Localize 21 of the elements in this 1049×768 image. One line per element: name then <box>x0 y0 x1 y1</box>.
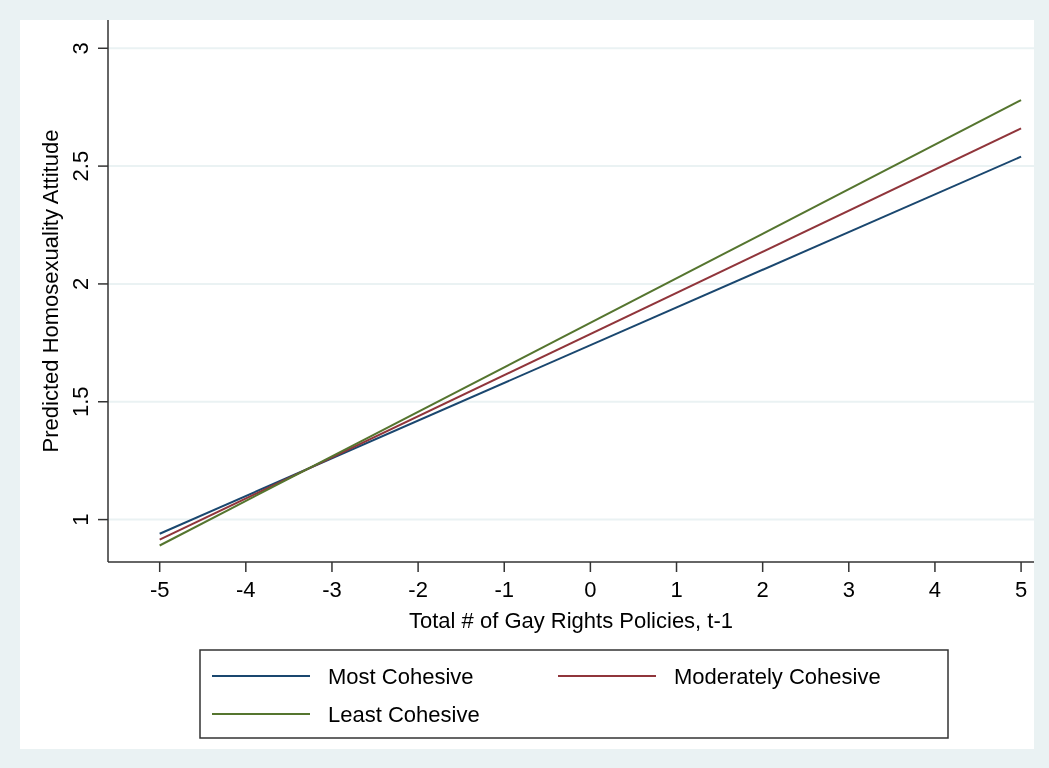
x-tick-label: -1 <box>494 577 515 602</box>
x-tick-label: 1 <box>670 577 683 602</box>
legend-label: Least Cohesive <box>328 702 480 727</box>
x-tick-label: -5 <box>149 577 170 602</box>
legend-label: Most Cohesive <box>328 664 474 689</box>
legend-label: Moderately Cohesive <box>674 664 881 689</box>
y-tick-label: 2 <box>68 277 93 291</box>
x-axis-title: Total # of Gay Rights Policies, t-1 <box>408 608 734 633</box>
x-tick-label: 2 <box>756 577 769 602</box>
y-tick-label: 3 <box>68 42 93 55</box>
y-tick-label: 1.5 <box>68 386 93 418</box>
x-tick-label: 5 <box>1014 577 1028 602</box>
x-tick-label: 4 <box>928 577 942 602</box>
y-tick-label: 2.5 <box>68 150 93 182</box>
y-tick-label: 1 <box>68 513 93 526</box>
x-tick-label: -4 <box>236 577 256 602</box>
x-tick-label: 3 <box>842 577 855 602</box>
y-axis-title: Predicted Homosexuality Attitude <box>38 129 63 453</box>
x-tick-label: -2 <box>408 577 428 602</box>
x-tick-label: -3 <box>322 577 342 602</box>
x-tick-label: 0 <box>584 577 597 602</box>
